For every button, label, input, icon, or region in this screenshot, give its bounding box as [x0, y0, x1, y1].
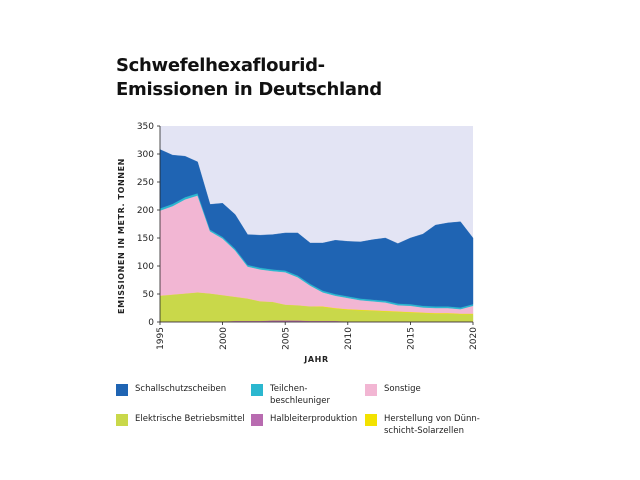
legend-label-sonstige: Sonstige	[384, 384, 421, 394]
legend-label-schallschutzscheiben: Schallschutzscheiben	[135, 384, 227, 394]
chart-title-line-2: Emissionen in Deutschland	[116, 79, 382, 100]
x-tick-label-3: 2010	[344, 327, 354, 350]
legend-label-halbleiterproduktion: Halbleiterproduktion	[270, 414, 358, 424]
y-tick-label-7: 350	[137, 122, 154, 132]
y-tick-label-4: 200	[137, 206, 154, 216]
axes-group: 0 50 100 150 200 250 300 350 1995 2000 2005 2010 201…	[137, 122, 479, 350]
x-tick-label-5: 2020	[469, 327, 479, 350]
x-axis-title: JAHR	[303, 355, 328, 364]
legend-swatch-teilchenbeschleuniger	[251, 384, 263, 396]
legend-swatch-elektrische-betriebsmittel	[116, 414, 128, 426]
legend-item-elektrische-betriebsmittel: Elektrische Betriebsmittel	[116, 413, 245, 426]
area-series-group	[159, 149, 474, 323]
x-tick-label-2: 2005	[281, 327, 291, 350]
legend-item-duennschicht-solarzellen: Herstellung von Dünn- schicht-Solarzelle…	[365, 413, 480, 437]
legend-label-elektrische-betriebsmittel: Elektrische Betriebsmittel	[135, 414, 245, 424]
y-tick-label-0: 0	[148, 318, 154, 328]
legend-swatch-duennschicht-solarzellen	[365, 414, 377, 426]
y-tick-label-3: 150	[137, 234, 154, 244]
legend-swatch-halbleiterproduktion	[251, 414, 263, 426]
legend-item-sonstige: Sonstige	[365, 383, 421, 396]
legend-label-teilchenbeschleuniger: Teilchen- beschleuniger	[270, 384, 330, 406]
legend-item-schallschutzscheiben: Schallschutzscheiben	[116, 383, 226, 396]
legend-swatch-schallschutzscheiben	[116, 384, 128, 396]
chart-title: Schwefelhexaflourid- Emissionen in Deuts…	[116, 54, 436, 102]
chart-title-line-1: Schwefelhexaflourid-	[116, 55, 325, 76]
x-tick-label-1: 2000	[219, 327, 229, 350]
legend-swatch-sonstige	[365, 384, 377, 396]
legend-item-halbleiterproduktion: Halbleiterproduktion	[251, 413, 357, 426]
y-tick-label-2: 100	[137, 262, 154, 272]
legend-label-duennschicht-solarzellen: Herstellung von Dünn- schicht-Solarzelle…	[384, 414, 480, 436]
y-tick-label-6: 300	[137, 150, 154, 160]
x-tick-label-4: 2015	[407, 327, 417, 350]
area-series-5	[159, 149, 474, 308]
x-tick-label-0: 1995	[156, 327, 166, 350]
y-axis-title: EMISSIONEN IN METR. TONNEN	[117, 158, 126, 314]
y-tick-label-1: 50	[143, 290, 155, 300]
y-tick-label-5: 250	[137, 178, 154, 188]
legend-item-teilchenbeschleuniger: Teilchen- beschleuniger	[251, 383, 330, 407]
